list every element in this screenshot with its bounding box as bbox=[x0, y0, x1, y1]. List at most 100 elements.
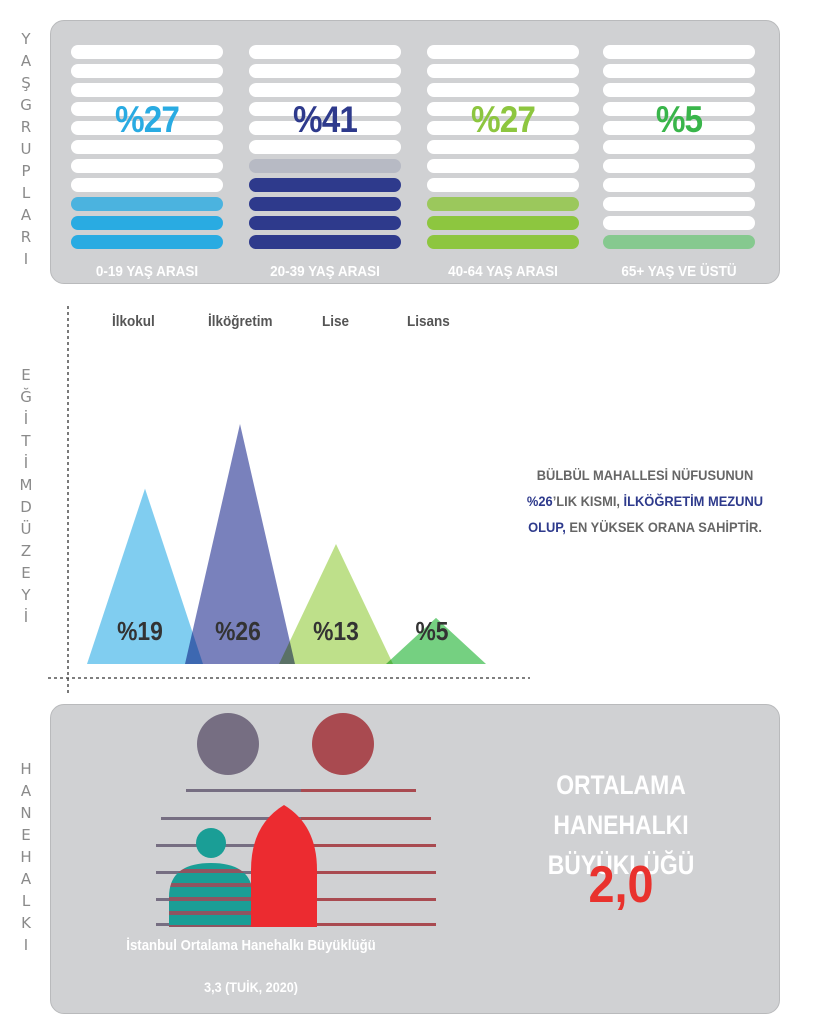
side-edu-letter: Y bbox=[21, 586, 31, 604]
age-bar bbox=[71, 64, 223, 78]
side-edu-letter: İ bbox=[23, 410, 29, 428]
education-note-line3: EN YÜKSEK ORANA SAHİPTİR. bbox=[565, 519, 762, 535]
education-category-label: İlkokul bbox=[112, 313, 155, 330]
side-edu-letter: Z bbox=[20, 542, 32, 560]
age-bar bbox=[603, 159, 755, 173]
side-house-letter: E bbox=[21, 826, 31, 844]
education-section: İlkokul İlköğretim Lise Lisans %19 %26 %13 %5 B… bbox=[0, 300, 829, 700]
education-note-pct: %26 bbox=[526, 493, 553, 509]
age-bar bbox=[71, 178, 223, 192]
age-bar bbox=[603, 178, 755, 192]
age-bar bbox=[603, 121, 755, 135]
age-bar bbox=[603, 216, 755, 230]
education-triangle-3 bbox=[279, 544, 393, 664]
adult-right-body-icon bbox=[301, 789, 436, 926]
age-bar bbox=[603, 140, 755, 154]
age-group-label: 65+ YAŞ VE ÜSTÜ bbox=[621, 263, 737, 280]
side-age-letter: Y bbox=[21, 30, 31, 48]
household-value: 2,0 bbox=[588, 856, 654, 914]
age-bar bbox=[603, 45, 755, 59]
age-bar bbox=[71, 235, 223, 249]
education-category-label: İlköğretim bbox=[208, 313, 273, 330]
education-triangle-4 bbox=[386, 617, 486, 664]
age-bar bbox=[249, 140, 401, 154]
side-house-letter: A bbox=[20, 870, 32, 888]
side-house-letter: H bbox=[20, 760, 32, 778]
side-age-letter: R bbox=[20, 228, 32, 246]
education-note-edu: İLKÖĞRETİM MEZUNU bbox=[623, 493, 764, 509]
side-edu-letter: D bbox=[20, 498, 32, 516]
education-value-label: %5 bbox=[415, 616, 449, 646]
age-bar bbox=[71, 140, 223, 154]
age-groups-panel: %27 0-19 YAŞ ARASI %41 20-39 YAŞ ARASI %27 40… bbox=[50, 20, 780, 284]
age-bar bbox=[71, 102, 223, 116]
age-bar bbox=[603, 102, 755, 116]
age-bar bbox=[427, 102, 579, 116]
side-age-letter: L bbox=[21, 184, 31, 202]
side-age-letter: G bbox=[20, 96, 32, 114]
side-edu-letter: Ü bbox=[20, 520, 32, 538]
education-triangle-1 bbox=[87, 488, 203, 664]
age-bar bbox=[603, 83, 755, 97]
age-bar bbox=[427, 140, 579, 154]
education-note-part2: ’LIK KISMI, bbox=[552, 493, 624, 509]
age-bar bbox=[71, 197, 223, 211]
age-group-percent: %27 bbox=[115, 99, 180, 140]
side-age-letter: U bbox=[20, 140, 32, 158]
education-chart bbox=[48, 306, 530, 695]
household-title: ORTALAMA HANEHALKI BÜYÜKLÜĞÜ bbox=[494, 765, 749, 885]
side-age-letter: A bbox=[20, 52, 32, 70]
age-bar bbox=[71, 159, 223, 173]
age-bar bbox=[249, 121, 401, 135]
education-category-label: Lise bbox=[322, 313, 350, 330]
age-group-percent: %5 bbox=[655, 99, 703, 140]
age-group-percent: %27 bbox=[471, 99, 536, 140]
education-value-label: %26 bbox=[215, 616, 261, 646]
household-title-line1: ORTALAMA HANEHALKI bbox=[553, 770, 689, 840]
age-bar bbox=[427, 178, 579, 192]
adult-right-head-icon bbox=[312, 713, 374, 775]
education-value-label: %13 bbox=[313, 616, 359, 646]
side-house-letter: I bbox=[23, 936, 29, 954]
side-age-letter: R bbox=[20, 118, 32, 136]
age-bar bbox=[249, 235, 401, 249]
age-bar bbox=[427, 45, 579, 59]
age-bar bbox=[603, 64, 755, 78]
age-bar bbox=[603, 197, 755, 211]
child-head-icon bbox=[196, 828, 226, 858]
age-bar bbox=[71, 121, 223, 135]
side-house-letter: K bbox=[21, 914, 31, 932]
side-age-letter: A bbox=[20, 206, 32, 224]
age-bar bbox=[427, 216, 579, 230]
age-bar bbox=[249, 159, 401, 173]
education-category-label: Lisans bbox=[407, 313, 450, 330]
education-triangle-2 bbox=[185, 424, 295, 664]
side-edu-letter: T bbox=[21, 432, 31, 450]
age-bar bbox=[249, 216, 401, 230]
side-age-letter: Ş bbox=[21, 74, 31, 92]
age-group-percent: %41 bbox=[293, 99, 358, 140]
adult-left-head-icon bbox=[197, 713, 259, 775]
side-edu-letter: İ bbox=[23, 608, 29, 626]
side-edu-letter: E bbox=[21, 564, 31, 582]
side-house-letter: A bbox=[20, 782, 32, 800]
age-bar bbox=[427, 64, 579, 78]
age-group-label: 40-64 YAŞ ARASI bbox=[448, 263, 558, 280]
age-bar bbox=[427, 83, 579, 97]
household-title-line2: BÜYÜKLÜĞÜ bbox=[547, 850, 695, 880]
age-bar bbox=[71, 83, 223, 97]
age-bar bbox=[249, 64, 401, 78]
age-bar bbox=[71, 216, 223, 230]
age-bar bbox=[603, 235, 755, 249]
age-bar bbox=[427, 197, 579, 211]
age-bar bbox=[71, 45, 223, 59]
age-bar bbox=[427, 235, 579, 249]
side-age-letter: I bbox=[23, 250, 29, 268]
education-note-olup: OLUP, bbox=[528, 519, 566, 535]
side-edu-letter: M bbox=[19, 476, 33, 494]
age-bar bbox=[249, 197, 401, 211]
age-bar bbox=[249, 83, 401, 97]
